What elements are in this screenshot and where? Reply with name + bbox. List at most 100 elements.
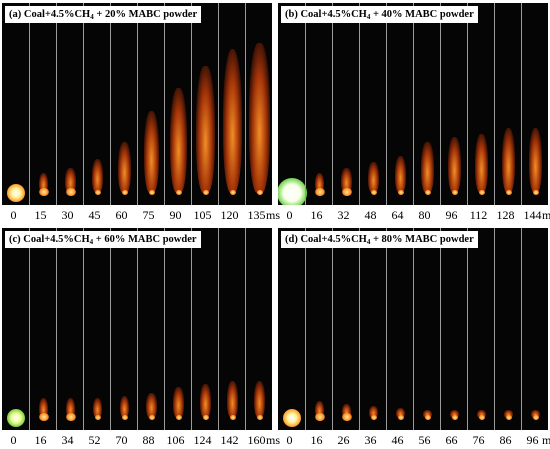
time-label: 75 [142,208,155,222]
flame-frame [521,3,548,205]
flame-frame [29,228,56,430]
flame-frame [137,3,164,205]
time-label: 86 [499,433,512,447]
caption-suffix: + 20% MABC powder [93,9,198,20]
time-label: 45 [88,208,101,222]
time-label: 15 [34,208,47,222]
panel-caption: (b) Coal+4.5%CH4 + 40% MABC powder [281,6,478,23]
flame-frame [413,3,440,205]
time-label: 34 [61,433,74,447]
time-label: 60 [115,208,128,222]
time-label: 64 [391,208,404,222]
time-unit: ms [266,208,281,222]
time-label: 32 [337,208,350,222]
time-label: 80 [418,208,431,222]
flame-frame [137,228,164,430]
flame-frame [386,3,413,205]
flame-frame [56,228,83,430]
time-label: 135 [247,208,266,222]
flame-frame [305,3,332,205]
flame-frame [2,228,29,430]
flame-image-strip [278,3,548,205]
flame-frame [359,3,386,205]
time-label: 16 [310,433,323,447]
time-label: 0 [286,433,293,447]
caption-subscript: 4 [89,238,94,246]
flame-frame [245,228,272,430]
time-labels: 0 16 26 36 46 56 66 76 86 96ms [278,433,550,449]
caption-suffix: + 40% MABC powder [370,9,474,20]
flame-frame [278,3,307,205]
time-label: 0 [10,433,17,447]
flame-frame [191,3,218,205]
flame-image-strip [2,228,272,430]
flame-frame [83,228,110,430]
flame-frame [440,3,467,205]
flame-frame [494,228,521,430]
flame-frame [218,228,245,430]
caption-subscript: 4 [366,13,371,21]
flame-frame [413,228,440,430]
time-label: 46 [391,433,404,447]
time-label: 88 [142,433,155,447]
caption-prefix: (d) Coal+4.5%CH [285,234,367,245]
time-label: 76 [472,433,485,447]
flame-frame [440,228,467,430]
flame-frame [29,3,56,205]
time-label: 52 [88,433,101,447]
flame-image-strip [278,228,548,430]
flame-image-strip [2,3,272,205]
time-label: 105 [193,208,212,222]
flame-frame [467,3,494,205]
time-label: 124 [193,433,212,447]
time-label: 142 [220,433,239,447]
time-labels: 0 16 32 48 64 80 96 112 128 144ms [278,208,550,224]
flame-frame [332,3,359,205]
flame-frame [494,3,521,205]
time-label: 36 [364,433,377,447]
time-label: 128 [496,208,515,222]
time-label: 16 [34,433,47,447]
time-unit: ms [266,433,281,447]
time-label: 96 [445,208,458,222]
time-label: 106 [166,433,185,447]
flame-frame [191,228,218,430]
panel-caption: (d) Coal+4.5%CH4 + 80% MABC powder [281,231,478,248]
time-unit: ms [542,433,550,447]
time-label: 0 [10,208,17,222]
flame-frame [305,228,332,430]
flame-frame [110,3,137,205]
flame-frame [56,3,83,205]
caption-suffix: + 60% MABC powder [93,234,197,245]
time-label: 48 [364,208,377,222]
caption-suffix: + 80% MABC powder [370,234,474,245]
caption-prefix: (c) Coal+4.5%CH [9,234,90,245]
time-label: 56 [418,433,431,447]
caption-subscript: 4 [90,13,94,21]
flame-frame [332,228,359,430]
caption-prefix: (b) Coal+4.5%CH [285,9,367,20]
time-label: 96 [526,433,539,447]
flame-frame [467,228,494,430]
flame-frame [359,228,386,430]
time-label: 160 [247,433,266,447]
flame-frame [83,3,110,205]
flame-frame [245,3,272,205]
flame-frame [164,228,191,430]
flame-frame [2,3,29,205]
flame-frame [521,228,548,430]
time-label: 112 [469,208,488,222]
time-label: 70 [115,433,128,447]
flame-frame [110,228,137,430]
flame-frame [278,228,305,430]
flame-frame [164,3,191,205]
caption-prefix: (a) Coal+4.5%CH [9,9,91,20]
time-label: 30 [61,208,74,222]
panel-caption: (c) Coal+4.5%CH4 + 60% MABC powder [5,231,201,248]
time-label: 90 [169,208,182,222]
flame-frame [218,3,245,205]
time-label: 0 [286,208,293,222]
time-unit: ms [542,208,550,222]
panel-caption: (a) Coal+4.5%CH4 + 20% MABC powder [5,6,202,23]
flame-frame [386,228,413,430]
